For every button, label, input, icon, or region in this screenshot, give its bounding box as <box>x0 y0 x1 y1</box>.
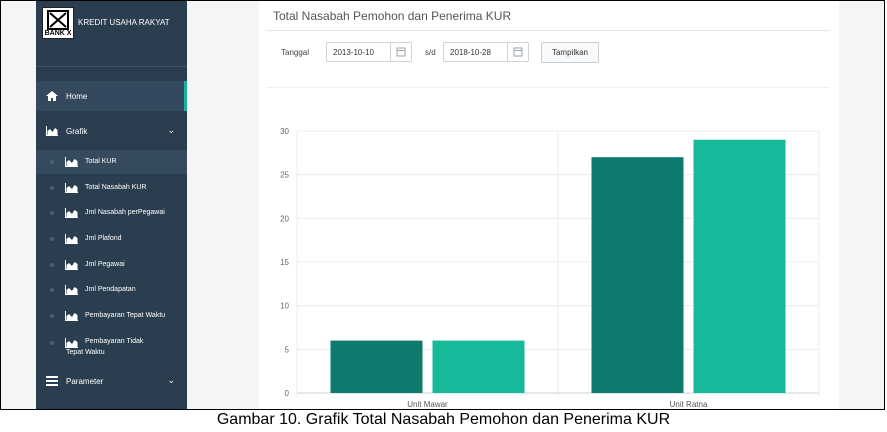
bullet-dot <box>50 237 54 241</box>
y-tick-label: 15 <box>280 258 289 267</box>
page-title: Total Nasabah Pemohon dan Penerima KUR <box>273 9 512 23</box>
bar <box>432 340 525 393</box>
sidebar-subitem-pembayaran-tepat-waktu[interactable]: Pembayaran Tepat Waktu <box>36 304 187 328</box>
calendar-icon[interactable] <box>390 43 411 61</box>
bullet-dot <box>50 288 54 292</box>
area-chart-icon <box>65 234 78 244</box>
sidebar-subitem-jml-plafond[interactable]: Jml Plafond <box>36 227 187 251</box>
figure-caption: Gambar 10. Grafik Total Nasabah Pemohon … <box>216 411 671 428</box>
start-date-value: 2013-10-10 <box>333 48 374 57</box>
bullet-dot <box>50 314 54 318</box>
x-tick-label: Unit Mawar <box>407 400 448 409</box>
end-date-value: 2018-10-28 <box>450 48 491 57</box>
sidebar-item-label: Home <box>66 92 88 101</box>
sidebar-item-parameter[interactable]: Parameter ⌄ <box>36 366 187 396</box>
bar-chart: 0 5 10 15 20 25 30 Unit Mawar Unit Ratna <box>280 127 820 409</box>
tampilkan-button[interactable]: Tampilkan <box>541 42 599 63</box>
home-icon <box>46 91 58 101</box>
sidebar-item-home[interactable]: Home <box>36 81 187 111</box>
bullet-dot <box>50 186 54 190</box>
sidebar-item-grafik[interactable]: Grafik ⌄ <box>36 116 187 146</box>
end-date-input[interactable]: 2018-10-28 <box>443 42 529 62</box>
area-chart-icon <box>65 183 78 193</box>
sidebar-subitem-label: Total KUR <box>85 158 117 165</box>
sidebar-subitem-label: Jml Plafond <box>85 235 122 242</box>
sidebar-subitem-label: Jml Pegawai <box>85 261 125 268</box>
bullet-dot <box>50 160 54 164</box>
bullet-dot <box>50 211 54 215</box>
area-chart-icon <box>65 208 78 218</box>
calendar-icon[interactable] <box>507 43 528 61</box>
sidebar-subitem-pembayaran-tidak-tepat-waktu[interactable]: Pembayaran Tidak Tepat Waktu <box>36 331 187 361</box>
area-chart-icon <box>46 126 58 136</box>
area-chart-icon <box>65 338 78 348</box>
sidebar-subitem-label: Jml Nasabah perPegawai <box>85 209 165 216</box>
area-chart-icon <box>65 157 78 167</box>
screenshot-frame: BANK X KREDIT USAHA RAKYAT Home Grafik ⌄ <box>0 0 885 410</box>
sidebar-item-label: Grafik <box>66 127 88 136</box>
start-date-input[interactable]: 2013-10-10 <box>326 42 412 62</box>
sidebar-item-label: Parameter <box>66 377 104 386</box>
bank-logo: BANK X <box>42 7 74 39</box>
sidebar-subitem-label: Total Nasabah KUR <box>85 184 147 191</box>
title-divider <box>267 30 829 31</box>
bars-icon <box>46 376 58 386</box>
chart-divider <box>267 87 829 88</box>
brand: BANK X KREDIT USAHA RAKYAT <box>36 1 187 67</box>
bar <box>330 340 423 393</box>
brand-title: KREDIT USAHA RAKYAT <box>78 18 170 27</box>
tanggal-label: Tanggal <box>281 48 310 57</box>
bullet-dot <box>50 263 54 267</box>
sidebar-subitem-total-kur[interactable]: Total KUR <box>36 150 187 174</box>
y-tick-label: 5 <box>285 345 290 354</box>
bar <box>693 139 786 393</box>
area-chart-icon <box>65 260 78 270</box>
main-content: Total Nasabah Pemohon dan Penerima KUR T… <box>259 1 839 409</box>
sidebar-subitem-label: Jml Pendapatan <box>85 286 136 293</box>
sidebar-subitem-label: Pembayaran Tepat Waktu <box>85 312 166 319</box>
y-tick-label: 20 <box>280 214 289 223</box>
bullet-dot <box>50 341 54 345</box>
sidebar-subitem-total-nasabah-kur[interactable]: Total Nasabah KUR <box>36 176 187 200</box>
sd-label: s/d <box>425 48 436 57</box>
y-tick-label: 0 <box>285 389 290 398</box>
logo-text: BANK X <box>44 30 72 37</box>
x-tick-label: Unit Ratna <box>670 400 708 409</box>
sidebar-subitem-jml-pendapatan[interactable]: Jml Pendapatan <box>36 278 187 302</box>
sidebar-subitem-jml-nasabah-perpegawai[interactable]: Jml Nasabah perPegawai <box>36 201 187 225</box>
area-chart-icon <box>65 311 78 321</box>
y-tick-label: 30 <box>280 127 289 136</box>
area-chart-icon <box>65 285 78 295</box>
y-tick-label: 10 <box>280 302 289 311</box>
sidebar-subitem-label: Pembayaran Tidak Tepat Waktu <box>66 338 144 356</box>
sidebar-subitem-jml-pegawai[interactable]: Jml Pegawai <box>36 253 187 277</box>
sidebar: BANK X KREDIT USAHA RAKYAT Home Grafik ⌄ <box>36 1 187 409</box>
bar <box>591 157 684 393</box>
y-tick-label: 25 <box>280 171 289 180</box>
logo-x-icon <box>47 10 69 30</box>
chevron-down-icon: ⌄ <box>167 125 175 135</box>
chevron-down-icon: ⌄ <box>167 375 175 385</box>
